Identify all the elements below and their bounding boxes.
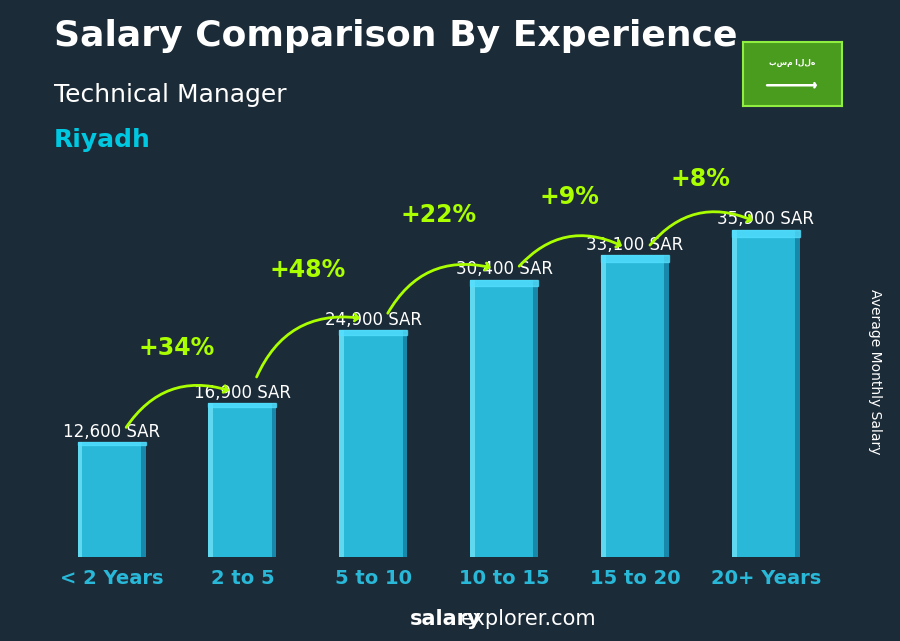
Bar: [732, 230, 800, 237]
Bar: [470, 280, 538, 558]
Text: +22%: +22%: [400, 203, 477, 228]
Bar: [534, 280, 538, 558]
Bar: [470, 280, 538, 286]
Bar: [601, 256, 669, 262]
Bar: [209, 403, 276, 558]
Bar: [77, 442, 146, 445]
Text: 30,400 SAR: 30,400 SAR: [455, 260, 553, 278]
Bar: [402, 330, 408, 558]
Bar: [339, 330, 408, 335]
Text: +8%: +8%: [670, 167, 731, 191]
Bar: [601, 256, 669, 558]
Bar: [732, 230, 800, 558]
Text: 12,600 SAR: 12,600 SAR: [63, 423, 160, 441]
Text: Salary Comparison By Experience: Salary Comparison By Experience: [54, 19, 737, 53]
Bar: [470, 280, 475, 558]
Text: بسم الله: بسم الله: [769, 58, 815, 67]
Bar: [796, 230, 800, 558]
Bar: [77, 442, 82, 558]
Text: +48%: +48%: [270, 258, 346, 282]
Text: salary: salary: [410, 610, 482, 629]
Bar: [601, 256, 606, 558]
Text: 16,900 SAR: 16,900 SAR: [194, 384, 291, 402]
Bar: [209, 403, 213, 558]
Bar: [209, 403, 276, 406]
Bar: [272, 403, 276, 558]
Bar: [339, 330, 408, 558]
Bar: [339, 330, 344, 558]
Text: Average Monthly Salary: Average Monthly Salary: [868, 289, 882, 454]
Bar: [77, 442, 146, 558]
Text: 35,900 SAR: 35,900 SAR: [717, 210, 814, 228]
Text: +34%: +34%: [139, 336, 215, 360]
Text: 24,900 SAR: 24,900 SAR: [325, 311, 422, 329]
Bar: [732, 230, 737, 558]
Text: Technical Manager: Technical Manager: [54, 83, 286, 107]
Text: +9%: +9%: [540, 185, 599, 209]
Bar: [140, 442, 146, 558]
Text: explorer.com: explorer.com: [461, 610, 597, 629]
Text: 33,100 SAR: 33,100 SAR: [587, 236, 684, 254]
Bar: [664, 256, 669, 558]
Text: Riyadh: Riyadh: [54, 128, 151, 152]
